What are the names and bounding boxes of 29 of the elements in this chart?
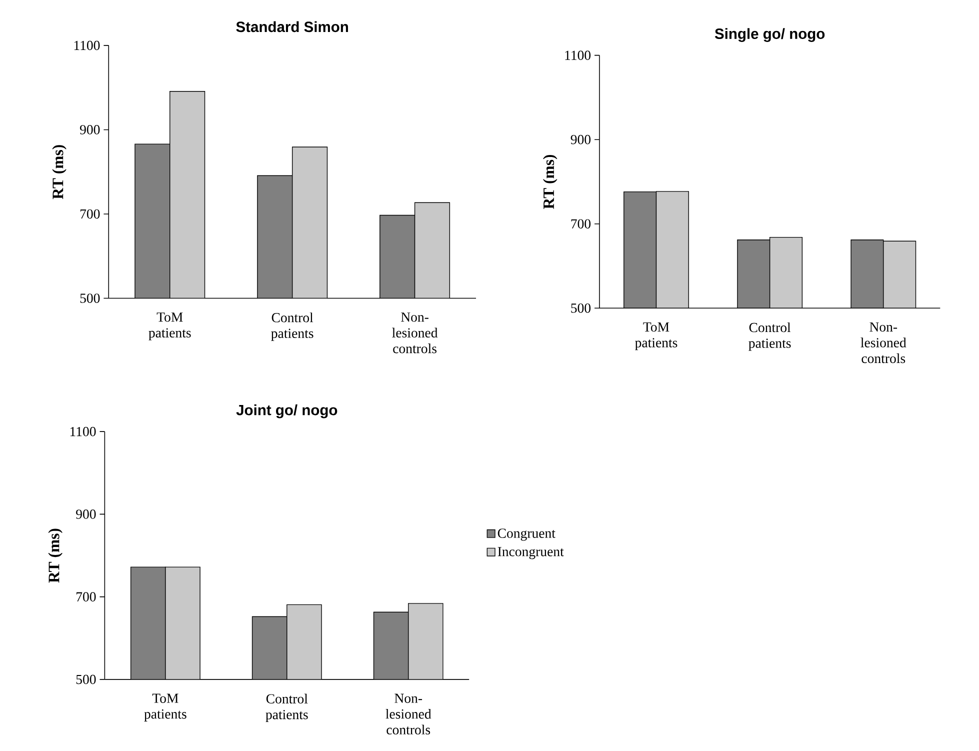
y-tick-label: 700	[80, 210, 100, 219]
y-tick-label: 500	[76, 675, 96, 684]
y-tick-label: 700	[571, 219, 591, 229]
x-tick-label: Non-lesioned controls	[860, 322, 906, 364]
legend-label: Incongruent	[498, 547, 564, 560]
x-tick-label: ToM patients	[148, 312, 191, 340]
x-tick-label: Non-lesioned controls	[386, 694, 432, 735]
y-tick-label: 500	[80, 294, 100, 304]
y-axis-title: RT (ms)	[542, 155, 558, 210]
y-tick-label: 700	[76, 592, 96, 602]
y-tick-label: 500	[571, 304, 591, 313]
y-axis-title: RT (ms)	[48, 528, 62, 583]
x-tick-label: Non-lesioned controls	[392, 312, 438, 354]
x-tick-label: ToM patients	[144, 694, 186, 722]
x-tick-label: Control patients	[266, 694, 308, 722]
y-tick-label: 1100	[565, 50, 591, 60]
x-tick-label: Control patients	[271, 312, 314, 342]
legend-label: Congruent	[498, 528, 556, 541]
y-axis-title: RT (ms)	[52, 145, 66, 200]
chart-title: Single go/ nogo	[714, 28, 825, 42]
chart-title: Standard Simon	[236, 21, 348, 32]
x-tick-label: ToM patients	[635, 322, 678, 350]
y-tick-label: 900	[80, 125, 100, 135]
y-tick-label: 1100	[70, 427, 96, 436]
chart-title: Joint go/ nogo	[236, 404, 338, 418]
y-tick-label: 1100	[74, 41, 100, 50]
y-tick-label: 900	[76, 510, 96, 520]
x-tick-label: Control patients	[748, 322, 791, 351]
y-tick-label: 900	[570, 135, 591, 144]
